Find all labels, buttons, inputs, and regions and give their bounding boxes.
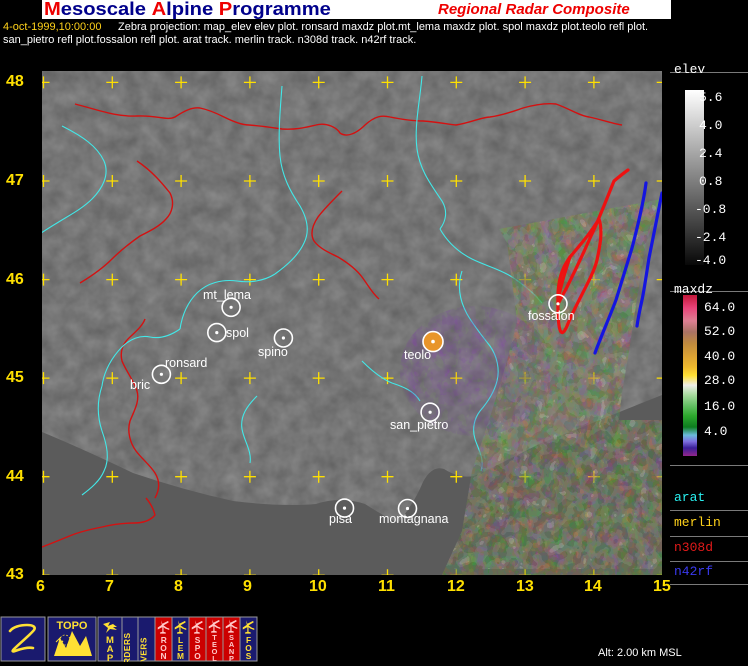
svg-text:spol: spol: [226, 326, 249, 340]
svg-text:spino: spino: [258, 345, 288, 359]
svg-text:teolo: teolo: [404, 348, 431, 362]
svg-text:BORDERS: BORDERS: [122, 633, 132, 663]
svg-text:san_pietro: san_pietro: [390, 418, 448, 432]
svg-text:P: P: [229, 654, 234, 662]
svg-text:mt_lema: mt_lema: [203, 288, 251, 302]
svg-text:TOPO: TOPO: [57, 620, 88, 632]
svg-text:S: S: [246, 651, 252, 661]
svg-text:fossalon: fossalon: [528, 309, 575, 323]
svg-text:ronsard: ronsard: [165, 356, 207, 370]
svg-text:montagnana: montagnana: [379, 512, 449, 526]
svg-text:L: L: [212, 654, 217, 662]
svg-text:P: P: [107, 653, 114, 662]
svg-text:O: O: [194, 651, 201, 661]
svg-text:pisa: pisa: [329, 512, 352, 526]
svg-text:RIVERS: RIVERS: [139, 637, 149, 662]
svg-text:M: M: [177, 651, 184, 661]
svg-text:bric: bric: [130, 378, 150, 392]
svg-text:N: N: [160, 651, 166, 661]
